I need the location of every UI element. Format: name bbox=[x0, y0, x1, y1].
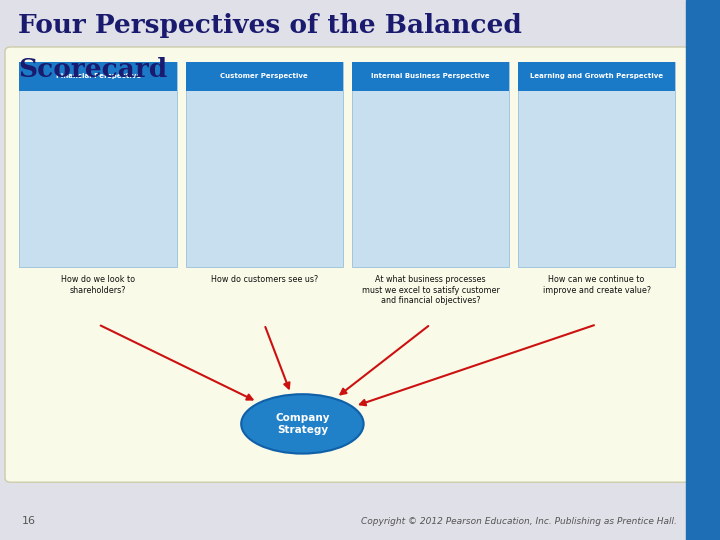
Text: Customer Perspective: Customer Perspective bbox=[220, 73, 308, 79]
FancyBboxPatch shape bbox=[19, 62, 177, 267]
Text: Company
Strategy: Company Strategy bbox=[275, 413, 330, 435]
FancyBboxPatch shape bbox=[352, 62, 509, 267]
Text: Scorecard: Scorecard bbox=[18, 57, 167, 82]
Text: Internal Business Perspective: Internal Business Perspective bbox=[371, 73, 490, 79]
Text: How do we look to
shareholders?: How do we look to shareholders? bbox=[61, 275, 135, 295]
Text: Four Perspectives of the Balanced: Four Perspectives of the Balanced bbox=[18, 14, 522, 38]
FancyBboxPatch shape bbox=[186, 62, 343, 267]
Bar bbox=[352, 62, 509, 91]
Bar bbox=[186, 62, 343, 91]
Text: How do customers see us?: How do customers see us? bbox=[211, 275, 318, 284]
Text: Learning and Growth Perspective: Learning and Growth Perspective bbox=[530, 73, 663, 79]
FancyBboxPatch shape bbox=[518, 62, 675, 267]
Bar bbox=[19, 62, 177, 91]
Text: How can we continue to
improve and create value?: How can we continue to improve and creat… bbox=[543, 275, 651, 295]
Text: At what business processes
must we excel to satisfy customer
and financial objec: At what business processes must we excel… bbox=[361, 275, 500, 306]
FancyBboxPatch shape bbox=[5, 47, 690, 482]
Ellipse shape bbox=[241, 394, 364, 454]
Text: Copyright © 2012 Pearson Education, Inc. Publishing as Prentice Hall.: Copyright © 2012 Pearson Education, Inc.… bbox=[361, 517, 677, 526]
Text: 16: 16 bbox=[22, 516, 35, 526]
Text: Financial Perspective: Financial Perspective bbox=[55, 73, 140, 79]
Bar bbox=[518, 62, 675, 91]
Bar bbox=[686, 0, 720, 540]
